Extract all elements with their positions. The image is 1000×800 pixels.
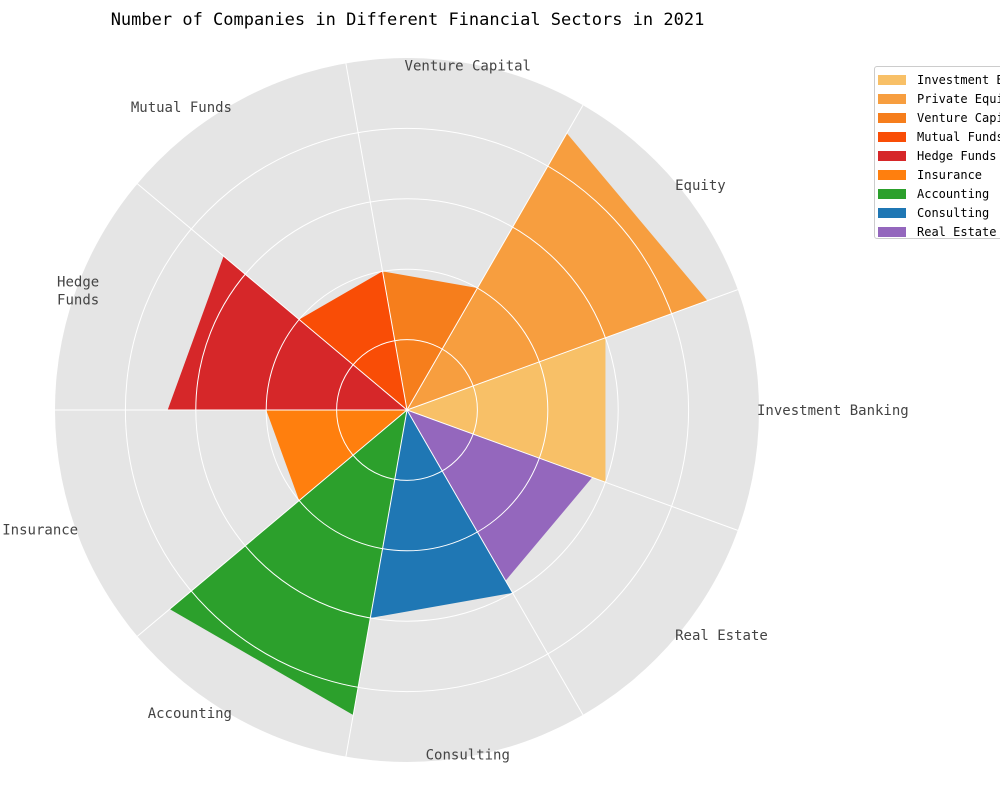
- legend-label: Accounting: [917, 186, 990, 201]
- wedge-accounting: [169, 410, 407, 716]
- wedge-mutual-funds: [299, 271, 407, 410]
- category-label: Real Estate: [675, 628, 768, 644]
- legend-item: Hedge Funds: [878, 146, 1000, 165]
- polar-wedges: [55, 63, 738, 757]
- legend-swatch: [878, 188, 906, 199]
- category-label: Equity: [675, 178, 726, 194]
- angular-gridline: [345, 409, 408, 757]
- legend-swatch: [878, 169, 906, 180]
- angular-gridline: [406, 409, 738, 531]
- legend-item: Real Estate: [878, 222, 1000, 241]
- legend-item: Accounting: [878, 184, 1000, 203]
- wedge-investment-banking: [407, 337, 606, 483]
- category-label: Accounting: [148, 706, 232, 722]
- legend-label: Hedge Funds: [917, 148, 997, 163]
- category-label: Investment Banking: [757, 403, 909, 419]
- legend-item: Consulting: [878, 203, 1000, 222]
- legend-label: Insurance: [917, 167, 983, 182]
- legend-swatch: [878, 74, 906, 85]
- legend-item: Insurance: [878, 165, 1000, 184]
- wedge-venture-capital: [382, 271, 478, 410]
- category-label: Consulting: [426, 748, 510, 764]
- angular-gridline: [137, 183, 408, 411]
- legend-item: Investment Banking: [878, 70, 1000, 89]
- legend-swatch: [878, 207, 906, 218]
- legend-swatch: [878, 112, 906, 123]
- category-label: Venture Capital: [405, 58, 531, 74]
- legend-swatch: [878, 150, 906, 161]
- wedge-real-estate: [407, 410, 593, 581]
- legend-item: Venture Capital: [878, 108, 1000, 127]
- legend-label: Private Equity: [917, 91, 1000, 106]
- category-label: Mutual Funds: [131, 100, 232, 116]
- legend-label: Real Estate: [917, 224, 997, 239]
- legend-label: Mutual Funds: [917, 129, 1000, 144]
- legend-swatch: [878, 226, 906, 237]
- angular-gridline: [406, 104, 584, 411]
- legend-swatch: [878, 93, 906, 104]
- wedge-consulting: [370, 410, 513, 618]
- angular-gridline: [406, 289, 738, 411]
- legend-item: Mutual Funds: [878, 127, 1000, 146]
- chart-title: Number of Companies in Different Financi…: [110, 10, 705, 30]
- wedge-hedge-funds: [167, 256, 407, 410]
- wedge-insurance: [266, 410, 407, 501]
- angular-gridline: [406, 409, 584, 716]
- angular-gridline: [137, 409, 408, 637]
- legend-label: Consulting: [917, 205, 990, 220]
- category-label: Hedge Funds: [57, 274, 99, 308]
- category-labels: Investment Banking Equity Venture Capital M…: [2, 58, 908, 763]
- legend-label: Investment Banking: [917, 72, 1000, 87]
- angular-gridline: [345, 63, 408, 411]
- category-label: Insurance: [2, 523, 78, 539]
- legend-label: Venture Capital: [917, 110, 1000, 125]
- legend-swatch: [878, 131, 906, 142]
- wedge-private-equity: [407, 133, 708, 410]
- legend-item: Private Equity: [878, 89, 1000, 108]
- legend: Investment Banking Private Equity Venture …: [874, 66, 1000, 239]
